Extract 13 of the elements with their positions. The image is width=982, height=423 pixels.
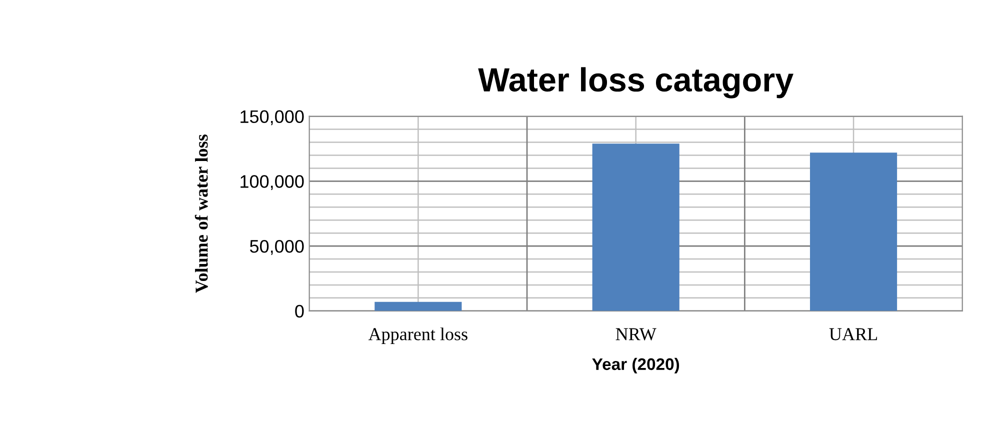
x-tick-label: UARL: [829, 328, 878, 340]
y-tick-label: 100,000: [240, 175, 304, 190]
bar: [374, 302, 462, 311]
y-tick-label: 50,000: [250, 240, 304, 255]
bar: [810, 152, 898, 311]
y-tick-label: 0: [295, 304, 304, 318]
x-axis-title: Year (2020): [592, 358, 680, 374]
y-axis-title: Volume of water loss: [194, 134, 208, 293]
x-tick-label: Apparent loss: [368, 328, 468, 344]
y-tick-label: 150,000: [240, 110, 304, 126]
bar: [592, 144, 680, 311]
x-tick-label: NRW: [616, 328, 656, 340]
chart-title: Water loss catagory: [478, 67, 794, 98]
